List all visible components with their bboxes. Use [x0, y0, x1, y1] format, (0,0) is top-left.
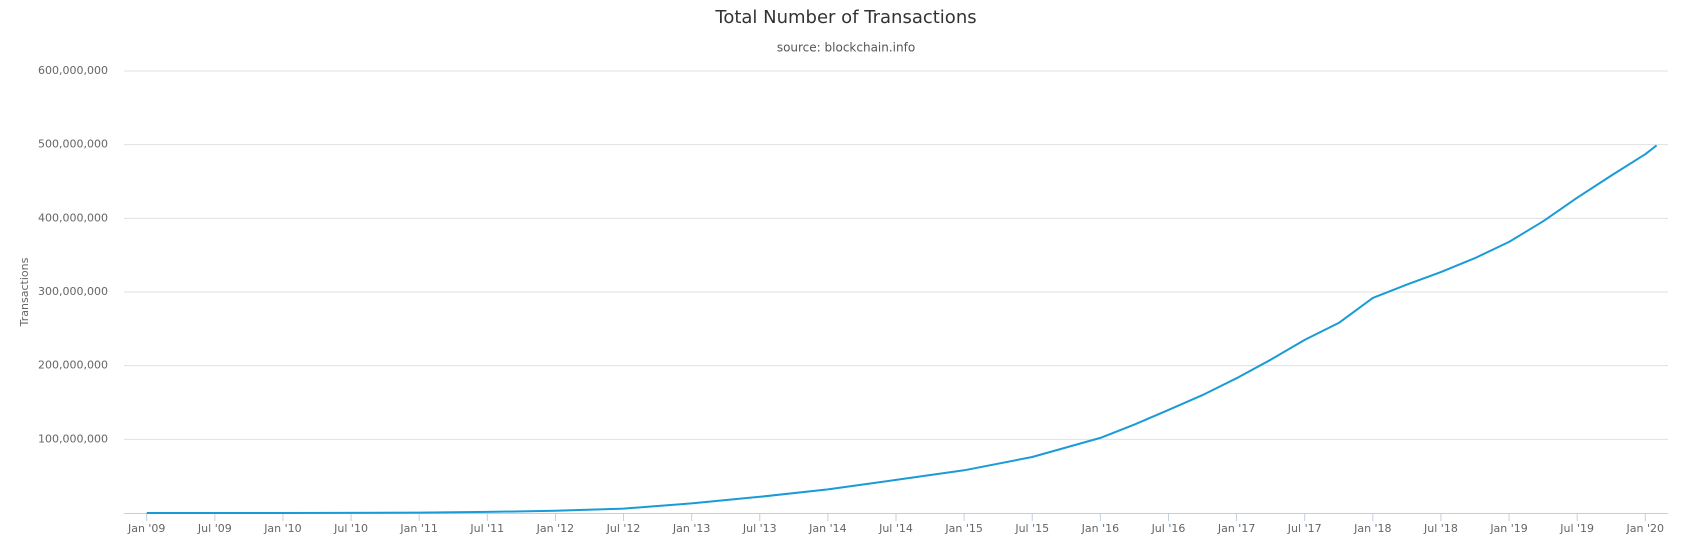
x-tick-label: Jan '14 [808, 522, 846, 535]
x-tick-label: Jul '18 [1423, 522, 1458, 535]
x-tick-label: Jul '13 [742, 522, 777, 535]
y-tick-label: 200,000,000 [38, 359, 108, 372]
y-tick-label: 400,000,000 [38, 211, 108, 224]
x-tick-label: Jul '11 [469, 522, 504, 535]
chart-title: Total Number of Transactions [714, 7, 976, 28]
x-tick-label: Jan '13 [672, 522, 710, 535]
x-tick-label: Jan '17 [1217, 522, 1255, 535]
y-tick-label: 100,000,000 [38, 432, 108, 445]
x-tick-label: Jan '12 [536, 522, 574, 535]
x-tick-label: Jul '17 [1287, 522, 1322, 535]
x-tick-label: Jul '15 [1014, 522, 1049, 535]
x-tick-label: Jul '19 [1559, 522, 1594, 535]
y-tick-label: 600,000,000 [38, 64, 108, 77]
x-tick-label: Jul '14 [878, 522, 913, 535]
x-tick-label: Jan '16 [1081, 522, 1119, 535]
x-tick-label: Jan '20 [1626, 522, 1664, 535]
x-tick-label: Jan '19 [1489, 522, 1527, 535]
y-tick-label: 300,000,000 [38, 285, 108, 298]
y-tick-label: 500,000,000 [38, 138, 108, 151]
x-tick-label: Jan '09 [127, 522, 165, 535]
x-tick-label: Jul '12 [606, 522, 641, 535]
series-line [146, 144, 1658, 514]
x-tick-label: Jul '10 [333, 522, 368, 535]
x-tick-label: Jul '16 [1151, 522, 1186, 535]
x-tick-label: Jan '15 [944, 522, 982, 535]
y-axis-title: Transactions [18, 257, 31, 327]
x-tick-label: Jan '18 [1353, 522, 1391, 535]
x-tick-label: Jan '11 [399, 522, 437, 535]
x-tick-label: Jan '10 [263, 522, 301, 535]
x-tick-label: Jul '09 [197, 522, 232, 535]
chart-subtitle: source: blockchain.info [777, 41, 915, 55]
